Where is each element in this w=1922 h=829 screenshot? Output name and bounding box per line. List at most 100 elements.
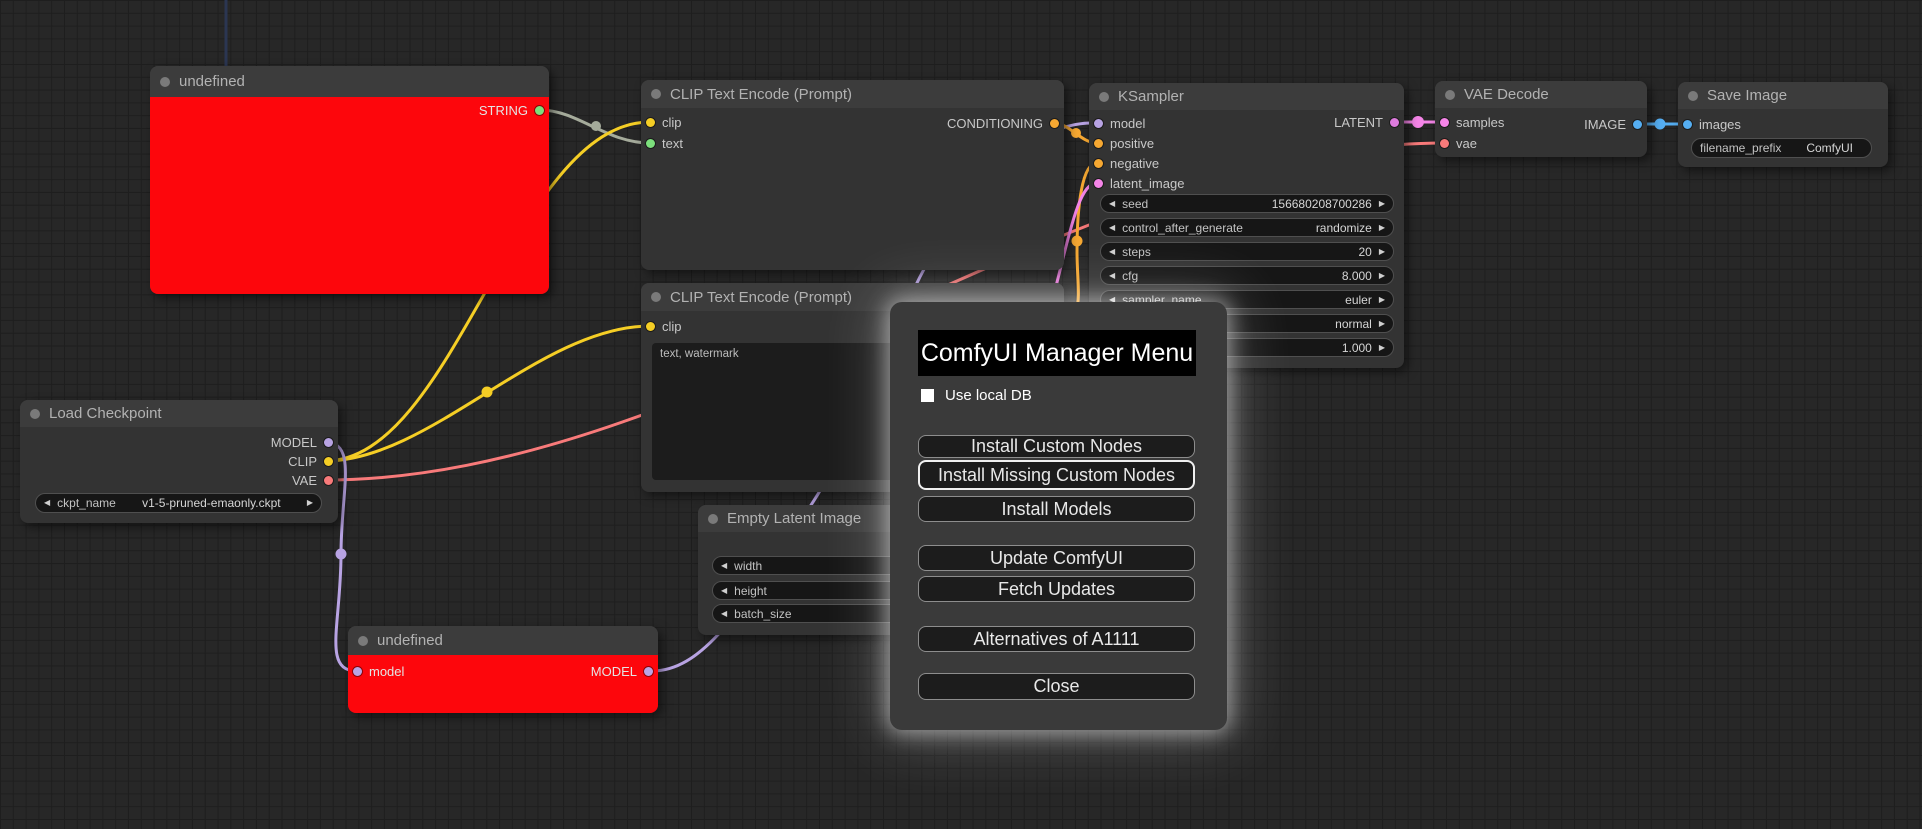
widget-seed[interactable]: ◀ seed 156680208700286 ▶ [1100,194,1394,213]
input-dot[interactable] [646,138,655,148]
widget-label: steps [1122,244,1151,259]
node-titlebar[interactable]: undefined [150,66,549,97]
input-slot-vae: vae [1440,135,1477,151]
input-dot[interactable] [1094,178,1103,188]
prev-arrow-icon[interactable]: ◀ [1109,222,1116,232]
close-button[interactable]: Close [918,673,1195,700]
collapse-dot[interactable] [358,635,368,646]
collapse-dot[interactable] [651,89,661,99]
input-label: vae [1456,135,1477,151]
output-dot[interactable] [644,666,653,676]
next-arrow-icon[interactable]: ▶ [1378,222,1385,232]
input-dot[interactable] [1094,158,1103,168]
next-arrow-icon[interactable]: ▶ [1378,294,1385,304]
node-titlebar[interactable]: Load Checkpoint [20,400,338,427]
widget-label: height [734,583,767,598]
collapse-dot[interactable] [1445,89,1455,100]
collapse-dot[interactable] [1688,90,1698,101]
decrement-arrow-icon[interactable]: ◀ [1109,270,1116,280]
output-dot[interactable] [324,456,333,466]
node-titlebar[interactable]: KSampler [1089,83,1404,110]
node-titlebar[interactable]: CLIP Text Encode (Prompt) [641,80,1064,108]
widget-cfg[interactable]: ◀ cfg 8.000 ▶ [1100,266,1394,285]
widget-control-after-generate[interactable]: ◀ control_after_generate randomize ▶ [1100,218,1394,237]
input-label: latent_image [1110,175,1185,191]
increment-arrow-icon[interactable]: ▶ [1378,342,1385,352]
node-undefined-bottom[interactable]: undefined model MODEL [348,626,658,713]
decrement-arrow-icon[interactable]: ◀ [721,585,728,595]
widget-ckpt-name[interactable]: ◀ ckpt_name v1-5-pruned-emaonly.ckpt ▶ [35,493,322,513]
input-dot[interactable] [1440,117,1449,127]
widget-label: control_after_generate [1122,220,1243,235]
output-dot[interactable] [1390,117,1399,127]
decrement-arrow-icon[interactable]: ◀ [1109,246,1116,256]
widget-filename-prefix[interactable]: filename_prefix ComfyUI [1691,138,1872,158]
widget-label: ckpt_name [57,496,116,510]
output-dot[interactable] [324,437,333,447]
input-slot-images: images [1683,116,1741,132]
input-dot[interactable] [1683,119,1692,129]
increment-arrow-icon[interactable]: ▶ [1378,246,1385,256]
node-undefined-top[interactable]: undefined STRING [150,66,549,294]
widget-value: randomize [1315,220,1372,235]
node-titlebar[interactable]: VAE Decode [1435,81,1647,108]
widget-value: 8.000 [1341,268,1372,283]
update-comfyui-button[interactable]: Update ComfyUI [918,545,1195,571]
alternatives-of-a1111-button[interactable]: Alternatives of A1111 [918,626,1195,652]
node-titlebar[interactable]: undefined [348,626,658,655]
node-titlebar[interactable]: Save Image [1678,82,1888,109]
output-dot[interactable] [1633,119,1642,129]
input-label: negative [1110,155,1160,171]
output-dot[interactable] [1050,118,1059,128]
input-slot-clip: clip [646,114,682,130]
output-label: MODEL [590,663,637,679]
collapse-dot[interactable] [651,292,661,302]
decrement-arrow-icon[interactable]: ◀ [1109,198,1116,208]
output-dot[interactable] [324,475,333,485]
link-midpoint-dot [1071,235,1083,247]
comfyui-manager-dialog: ComfyUI Manager Menu Use local DB Instal… [890,302,1227,730]
output-label: VAE [291,472,317,488]
node-error-body [150,97,549,294]
next-arrow-icon[interactable]: ▶ [1378,318,1385,328]
widget-value: 20 [1358,244,1372,259]
install-custom-nodes-button[interactable]: Install Custom Nodes [918,435,1195,458]
widget-value: euler [1345,292,1372,307]
fetch-updates-button[interactable]: Fetch Updates [918,576,1195,602]
use-local-db-checkbox[interactable] [921,389,934,402]
decrement-arrow-icon[interactable]: ◀ [721,560,728,570]
decrement-arrow-icon[interactable]: ◀ [721,608,728,618]
node-save-image[interactable]: Save Image images filename_prefix ComfyU… [1678,82,1888,167]
node-vae-decode[interactable]: VAE Decode samples vae IMAGE [1435,81,1647,157]
widget-value: 156680208700286 [1271,196,1372,211]
widget-steps[interactable]: ◀ steps 20 ▶ [1100,242,1394,261]
increment-arrow-icon[interactable]: ▶ [1378,198,1385,208]
collapse-dot[interactable] [30,408,40,419]
input-dot[interactable] [1440,138,1449,148]
input-dot[interactable] [1094,118,1103,128]
input-dot[interactable] [646,117,655,127]
collapse-dot[interactable] [1099,91,1109,102]
node-clip-text-encode-1[interactable]: CLIP Text Encode (Prompt) clip text COND… [641,80,1064,270]
increment-arrow-icon[interactable]: ▶ [1378,270,1385,280]
output-dot[interactable] [535,105,544,115]
input-dot[interactable] [1094,138,1103,148]
prev-arrow-icon[interactable]: ◀ [44,498,51,507]
input-slot-latent-image: latent_image [1094,175,1184,191]
input-dot[interactable] [353,666,362,676]
node-title: Empty Latent Image [727,510,862,527]
install-missing-custom-nodes-button[interactable]: Install Missing Custom Nodes [918,460,1195,490]
install-models-button[interactable]: Install Models [918,496,1195,522]
input-dot[interactable] [646,321,655,331]
collapse-dot[interactable] [160,76,170,87]
node-title: Save Image [1707,87,1788,104]
node-title: KSampler [1118,88,1184,105]
output-label: CLIP [288,453,317,469]
node-load-checkpoint[interactable]: Load Checkpoint MODEL CLIP VAE ◀ ckpt_na… [20,400,338,523]
output-slot-vae: VAE [292,472,333,488]
next-arrow-icon[interactable]: ▶ [306,498,313,507]
prev-arrow-icon[interactable]: ◀ [1109,294,1116,304]
collapse-dot[interactable] [708,513,718,524]
node-title: CLIP Text Encode (Prompt) [670,288,853,306]
